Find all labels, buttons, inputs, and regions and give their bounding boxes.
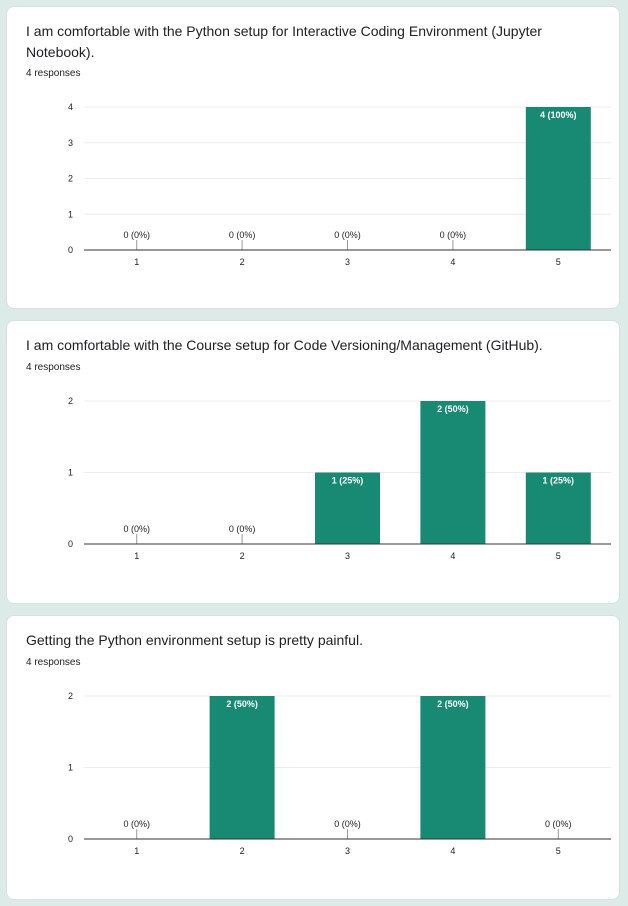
- bar: [209, 696, 275, 839]
- data-label: 0 (0%): [229, 524, 256, 534]
- x-tick-label: 2: [240, 846, 245, 856]
- data-label: 0 (0%): [229, 230, 256, 240]
- y-tick-label: 1: [68, 763, 73, 773]
- x-tick-label: 2: [240, 257, 245, 267]
- x-tick-label: 3: [345, 257, 350, 267]
- x-tick-label: 4: [450, 846, 455, 856]
- x-tick-label: 5: [556, 257, 561, 267]
- y-tick-label: 0: [68, 834, 73, 844]
- y-tick-label: 0: [68, 539, 73, 549]
- x-tick-label: 4: [450, 551, 455, 561]
- bar: [525, 107, 591, 250]
- bar-chart: 0 1 2 0 (0%) 1 2 (50%) 2 0 (0%) 3 2 (50%) 4 0 (0%) 5: [68, 691, 611, 856]
- data-label: 1 (25%): [332, 476, 364, 486]
- x-tick-label: 3: [345, 846, 350, 856]
- bar: [420, 696, 486, 839]
- question-card-3: Getting the Python environment setup is …: [6, 615, 620, 900]
- y-tick-label: 3: [68, 138, 73, 148]
- question-title: I am comfortable with the Course setup f…: [26, 337, 543, 353]
- bar-chart: 0 1 2 0 (0%) 1 0 (0%) 2 1 (25%) 3 2 (50%) 4 1 (25%)…: [68, 396, 611, 561]
- bar: [420, 401, 486, 544]
- data-label: 0 (0%): [123, 524, 150, 534]
- data-label: 0 (0%): [334, 819, 361, 829]
- data-label: 2 (50%): [437, 699, 469, 709]
- bar-chart: 0 1 2 3 4 0 (0%) 1 0 (0%) 2 0 (0%) 3 0 (0%) 4 4 (100%…: [68, 102, 611, 267]
- x-tick-label: 1: [134, 846, 139, 856]
- question-title: Getting the Python environment setup is …: [26, 632, 363, 648]
- bar: [525, 472, 591, 544]
- x-tick-label: 1: [134, 551, 139, 561]
- y-tick-label: 1: [68, 468, 73, 478]
- x-tick-label: 4: [450, 257, 455, 267]
- x-tick-label: 5: [556, 551, 561, 561]
- x-tick-label: 5: [556, 846, 561, 856]
- data-label: 0 (0%): [545, 819, 572, 829]
- y-tick-label: 2: [68, 174, 73, 184]
- data-label: 2 (50%): [226, 699, 258, 709]
- y-tick-label: 2: [68, 691, 73, 701]
- y-tick-label: 1: [68, 209, 73, 219]
- y-tick-label: 2: [68, 396, 73, 406]
- question-title: I am comfortable with the Python setup f…: [26, 23, 542, 60]
- x-tick-label: 3: [345, 551, 350, 561]
- data-label: 1 (25%): [543, 476, 575, 486]
- data-label: 0 (0%): [440, 230, 467, 240]
- data-label: 0 (0%): [334, 230, 361, 240]
- response-count: 4 responses: [26, 657, 81, 668]
- y-tick-label: 4: [68, 102, 73, 112]
- question-card-2: I am comfortable with the Course setup f…: [6, 320, 620, 604]
- response-count: 4 responses: [26, 362, 81, 373]
- x-tick-label: 1: [134, 257, 139, 267]
- y-tick-label: 0: [68, 245, 73, 255]
- response-count: 4 responses: [26, 68, 81, 79]
- data-label: 4 (100%): [540, 110, 577, 120]
- data-label: 0 (0%): [123, 230, 150, 240]
- x-tick-label: 2: [240, 551, 245, 561]
- data-label: 2 (50%): [437, 404, 469, 414]
- question-card-1: I am comfortable with the Python setup f…: [6, 6, 620, 309]
- bar: [315, 472, 380, 544]
- data-label: 0 (0%): [123, 819, 150, 829]
